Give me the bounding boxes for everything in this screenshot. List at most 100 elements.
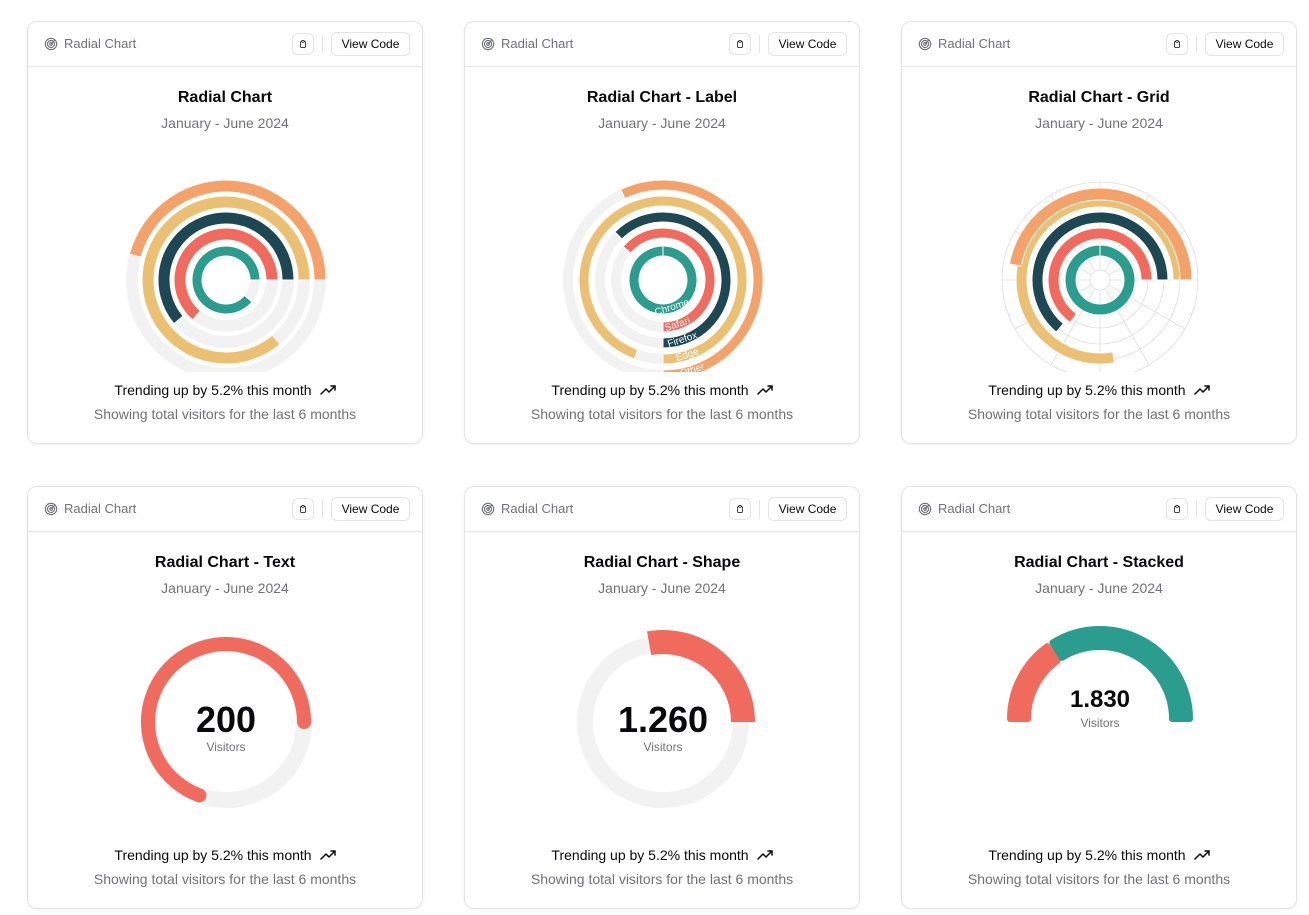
radial-bar-safari: [173, 227, 279, 321]
center-value: 1.830: [1070, 686, 1130, 713]
radial-bar-edge: [141, 195, 311, 365]
polar-grid: [1001, 181, 1199, 372]
clipboard-icon: [300, 505, 306, 513]
card-toolbar: Radial Chart View Code: [28, 22, 422, 67]
card-title: Radial Chart: [177, 89, 273, 106]
chart-card: Radial Chart View Code Radial Chart - Sh…: [464, 486, 860, 909]
toolbar-divider: [1196, 35, 1197, 53]
trend-line: Trending up by 5.2% this month: [465, 382, 859, 398]
trend-text: Trending up by 5.2% this month: [551, 382, 749, 398]
view-code-button[interactable]: View Code: [1205, 497, 1284, 521]
card-title: Radial Chart - Label: [586, 89, 738, 106]
radial-bar-other: [1008, 187, 1193, 281]
footer-note: Showing total visitors for the last 6 mo…: [967, 871, 1231, 887]
radial-chart: [125, 179, 327, 372]
radial-bar-safari: [622, 227, 716, 333]
view-code-button[interactable]: View Code: [331, 32, 410, 56]
toolbar-divider: [322, 35, 323, 53]
toolbar-title: Radial Chart: [64, 36, 137, 51]
center-caption: Visitors: [643, 740, 682, 754]
clipboard-icon: [737, 40, 743, 48]
radial-bar-value: [141, 637, 311, 803]
chart-card: Radial Chart View Code Radial Chart - La…: [464, 21, 860, 444]
chart-card: Radial Chart View Code Radial Chart - Te…: [27, 486, 423, 909]
radial-bar-firefox: [157, 211, 295, 325]
card-toolbar: Radial Chart View Code: [465, 487, 859, 532]
view-code-button[interactable]: View Code: [768, 32, 847, 56]
card-title: Radial Chart - Shape: [583, 554, 741, 571]
trending-up-icon: [756, 850, 773, 860]
copy-button[interactable]: [1166, 33, 1188, 55]
footer-note: Showing total visitors for the last 6 mo…: [93, 871, 357, 887]
toolbar-divider: [1196, 500, 1197, 518]
footer-note: Showing total visitors for the last 6 mo…: [967, 406, 1231, 422]
copy-button[interactable]: [729, 33, 751, 55]
trending-up-icon: [1193, 850, 1210, 860]
radial-chart-icon: [481, 37, 495, 51]
radial-bar-safari: [1047, 227, 1153, 324]
radial-bar-chrome: [1064, 244, 1136, 316]
toolbar-title: Radial Chart: [501, 501, 574, 516]
view-code-button[interactable]: View Code: [331, 497, 410, 521]
radial-chart-icon: [918, 502, 932, 516]
trend-line: Trending up by 5.2% this month: [465, 847, 859, 863]
grid-circle: [1089, 269, 1111, 291]
card-subtitle: January - June 2024: [598, 580, 726, 596]
radial-bar-firefox: [1031, 211, 1169, 333]
chart-card: Radial Chart View Code Radial Chart Janu…: [27, 21, 423, 444]
footer-note: Showing total visitors for the last 6 mo…: [93, 406, 357, 422]
radial-bar-desktop: [1049, 626, 1193, 722]
view-code-button[interactable]: View Code: [768, 497, 847, 521]
radial-chart: 1.830 Visitors: [1007, 626, 1193, 730]
radial-chart-icon: [44, 37, 58, 51]
trending-up-icon: [756, 385, 773, 395]
radial-bar-chrome: [191, 245, 261, 315]
toolbar-divider: [322, 500, 323, 518]
card-toolbar: Radial Chart View Code: [465, 22, 859, 67]
trend-text: Trending up by 5.2% this month: [114, 382, 312, 398]
bar-label: Safari: [663, 316, 691, 335]
toolbar-title: Radial Chart: [64, 501, 137, 516]
chart-card: Radial Chart View Code Radial Chart - Gr…: [901, 21, 1297, 444]
copy-button[interactable]: [292, 498, 314, 520]
center-value: 200: [196, 699, 256, 740]
radial-bar-chrome: [628, 245, 698, 315]
card-toolbar: Radial Chart View Code: [902, 22, 1296, 67]
footer-note: Showing total visitors for the last 6 mo…: [530, 871, 794, 887]
clipboard-icon: [737, 505, 743, 513]
card-subtitle: January - June 2024: [161, 580, 289, 596]
trend-text: Trending up by 5.2% this month: [988, 847, 1186, 863]
copy-button[interactable]: [292, 33, 314, 55]
radial-bar-edge: [578, 195, 748, 365]
radial-bar-value: [647, 630, 755, 722]
clipboard-icon: [1174, 505, 1180, 513]
trend-text: Trending up by 5.2% this month: [988, 382, 1186, 398]
view-code-button[interactable]: View Code: [1205, 32, 1284, 56]
trending-up-icon: [319, 850, 336, 860]
trend-line: Trending up by 5.2% this month: [28, 847, 422, 863]
trend-text: Trending up by 5.2% this month: [551, 847, 749, 863]
toolbar-divider: [759, 500, 760, 518]
card-title: Radial Chart - Text: [154, 554, 296, 571]
footer-note: Showing total visitors for the last 6 mo…: [530, 406, 794, 422]
trend-line: Trending up by 5.2% this month: [28, 382, 422, 398]
trend-text: Trending up by 5.2% this month: [114, 847, 312, 863]
trend-line: Trending up by 5.2% this month: [902, 847, 1296, 863]
trend-line: Trending up by 5.2% this month: [902, 382, 1296, 398]
toolbar-title: Radial Chart: [938, 501, 1011, 516]
radial-chart-icon: [918, 37, 932, 51]
radial-chart-icon: [44, 502, 58, 516]
toolbar-title: Radial Chart: [938, 36, 1011, 51]
radial-bar-other: [128, 179, 327, 281]
copy-button[interactable]: [729, 498, 751, 520]
trending-up-icon: [319, 385, 336, 395]
card-subtitle: January - June 2024: [1035, 115, 1163, 131]
toolbar-title: Radial Chart: [501, 36, 574, 51]
radial-bar-firefox: [614, 211, 732, 349]
card-subtitle: January - June 2024: [1035, 580, 1163, 596]
center-caption: Visitors: [1080, 716, 1119, 730]
copy-button[interactable]: [1166, 498, 1188, 520]
radial-chart-icon: [481, 502, 495, 516]
